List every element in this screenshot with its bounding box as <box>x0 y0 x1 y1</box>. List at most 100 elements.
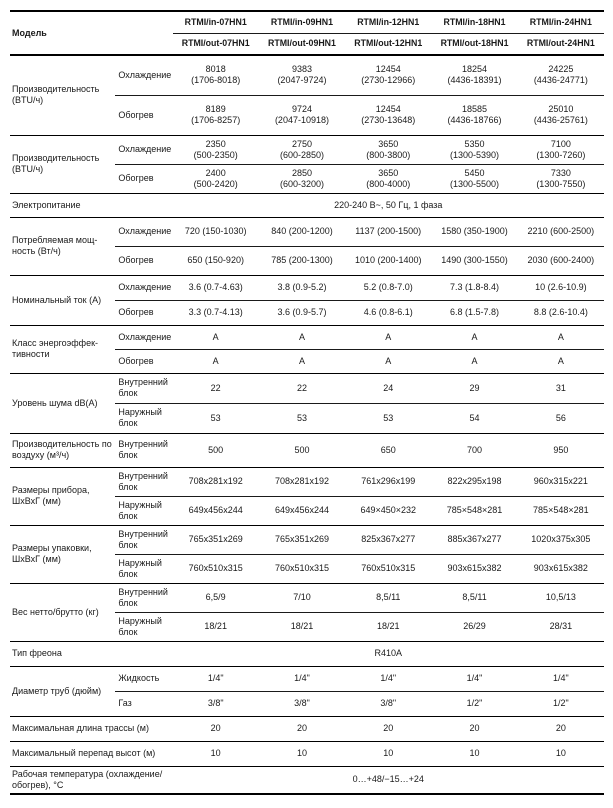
sub-label: Газ <box>115 690 173 716</box>
value-cell: 20 <box>431 715 518 741</box>
value-cell: 2030 (600-2400) <box>517 245 604 275</box>
value-cell: 649x456x244 <box>258 495 346 525</box>
value-cell: 18/21 <box>345 611 432 641</box>
value-cell: А <box>345 324 432 349</box>
value-cell: 708x281x192 <box>172 466 259 496</box>
value-cell: 7100 (1300-7260) <box>517 134 604 164</box>
value-cell: А <box>172 348 259 373</box>
section-label: Размеры прибора, ШхВхГ (мм) <box>10 466 116 525</box>
sub-label: Обогрев <box>115 348 173 373</box>
value-cell: 1137 (200-1500) <box>345 216 432 246</box>
value-cell: 22 <box>172 372 259 403</box>
value-cell: 1580 (350-1900) <box>431 216 518 246</box>
value-cell: 5350 (1300-5390) <box>431 134 518 164</box>
value-cell: 2210 (600-2500) <box>517 216 604 246</box>
sub-label: Внутренний блок <box>115 466 173 496</box>
sub-label: Внутренний блок <box>115 582 173 612</box>
section-label: Производительность (BTU/ч) <box>10 134 116 193</box>
value-cell: 1010 (200-1400) <box>345 245 432 275</box>
sub-label: Внутренний блок <box>115 372 173 403</box>
value-cell: 10 (2.6-10.9) <box>517 274 604 300</box>
value-cell: А <box>431 348 518 373</box>
section-label: Максимальный перепад высот (м) <box>10 740 173 766</box>
model-header-label: Модель <box>12 27 47 38</box>
section-label: Производительность (BTU/ч) <box>10 54 116 135</box>
sub-label: Охлаждение <box>115 134 173 164</box>
model-cell: RTMI/out-09HN1 <box>258 32 346 55</box>
sub-label: Обогрев <box>115 245 173 275</box>
value-cell: 2850 (600-3200) <box>258 163 346 193</box>
value-cell: 500 <box>172 432 259 467</box>
value-cell: 1/4" <box>172 665 259 691</box>
value-cell: А <box>517 348 604 373</box>
value-cell: 3.8 (0.9-5.2) <box>258 274 346 300</box>
value-cell: 765x351x269 <box>172 524 259 554</box>
value-cell: 18/21 <box>258 611 346 641</box>
model-cell: RTMI/out-07HN1 <box>172 32 259 55</box>
value-cell: 8,5/11 <box>345 582 432 612</box>
model-cell: RTMI/in-07HN1 <box>184 16 247 27</box>
value-cell: 53 <box>258 402 346 433</box>
value-cell: 785×548×281 <box>431 495 518 525</box>
value-cell: 26/29 <box>431 611 518 641</box>
span-value-cell: 220-240 В~, 50 Гц, 1 фаза <box>172 192 604 217</box>
model-cell: RTMI/in-18HN1 <box>443 16 506 27</box>
value-cell: А <box>517 324 604 349</box>
section-label: Номинальный ток (А) <box>10 274 116 325</box>
sub-label: Обогрев <box>115 94 173 135</box>
value-cell: 785×548×281 <box>517 495 604 525</box>
value-cell: 20 <box>345 715 432 741</box>
sub-label: Охлаждение <box>115 54 173 95</box>
value-cell: 3.6 (0.7-4.63) <box>172 274 259 300</box>
value-cell: 18/21 <box>172 611 259 641</box>
value-cell: 7.3 (1.8-8.4) <box>431 274 518 300</box>
sub-label: Наружный блок <box>115 611 173 641</box>
value-cell: 840 (200-1200) <box>258 216 346 246</box>
value-cell: 20 <box>172 715 259 741</box>
value-cell: А <box>345 348 432 373</box>
value-cell: 3650 (800-3800) <box>345 134 432 164</box>
sub-label: Внутренний блок <box>115 524 173 554</box>
value-cell: 649x456x244 <box>172 495 259 525</box>
value-cell: 785 (200-1300) <box>258 245 346 275</box>
model-cell: RTMI/in-12HN1 <box>357 16 420 27</box>
section-label: Тип фреона <box>10 640 173 666</box>
value-cell: 3.6 (0.9-5.7) <box>258 299 346 325</box>
section-label: Вес нетто/брутто (кг) <box>10 582 116 641</box>
value-cell: А <box>258 324 346 349</box>
value-cell: 960x315x221 <box>517 466 604 496</box>
value-cell: 708x281x192 <box>258 466 346 496</box>
value-cell: 10 <box>345 740 432 766</box>
value-cell: 825x367x277 <box>345 524 432 554</box>
value-cell: 760x510x315 <box>172 553 259 583</box>
model-cell: RTMI/in-09HN1 <box>270 16 333 27</box>
value-cell: 10 <box>517 740 604 766</box>
value-cell: 4.6 (0.8-6.1) <box>345 299 432 325</box>
value-cell: 6.8 (1.5-7.8) <box>431 299 518 325</box>
value-cell: 22 <box>258 372 346 403</box>
value-cell: 1/2" <box>517 690 604 716</box>
value-cell: 3650 (800-4000) <box>345 163 432 193</box>
sub-label: Обогрев <box>115 299 173 325</box>
value-cell: 24 <box>345 372 432 403</box>
sub-label: Охлаждение <box>115 324 173 349</box>
value-cell: 5.2 (0.8-7.0) <box>345 274 432 300</box>
value-cell: 28/31 <box>517 611 604 641</box>
value-cell: А <box>172 324 259 349</box>
value-cell: 1/4" <box>517 665 604 691</box>
value-cell: 1020x375x305 <box>517 524 604 554</box>
sub-label: Внутренний блок <box>115 432 173 467</box>
model-cell: RTMI/out-18HN1 <box>431 32 518 55</box>
value-cell: 10 <box>431 740 518 766</box>
model-cell: RTMI/out-12HN1 <box>345 32 432 55</box>
value-cell: 24225 (4436-24771) <box>517 54 604 95</box>
value-cell: 720 (150-1030) <box>172 216 259 246</box>
span-value-cell: R410A <box>172 640 604 666</box>
value-cell: 760x510x315 <box>258 553 346 583</box>
value-cell: 903x615x382 <box>431 553 518 583</box>
model-cell: RTMI/in-24HN1 <box>529 16 592 27</box>
value-cell: А <box>258 348 346 373</box>
value-cell: 9383 (2047-9724) <box>258 54 346 95</box>
value-cell: 10,5/13 <box>517 582 604 612</box>
value-cell: 649×450×232 <box>345 495 432 525</box>
